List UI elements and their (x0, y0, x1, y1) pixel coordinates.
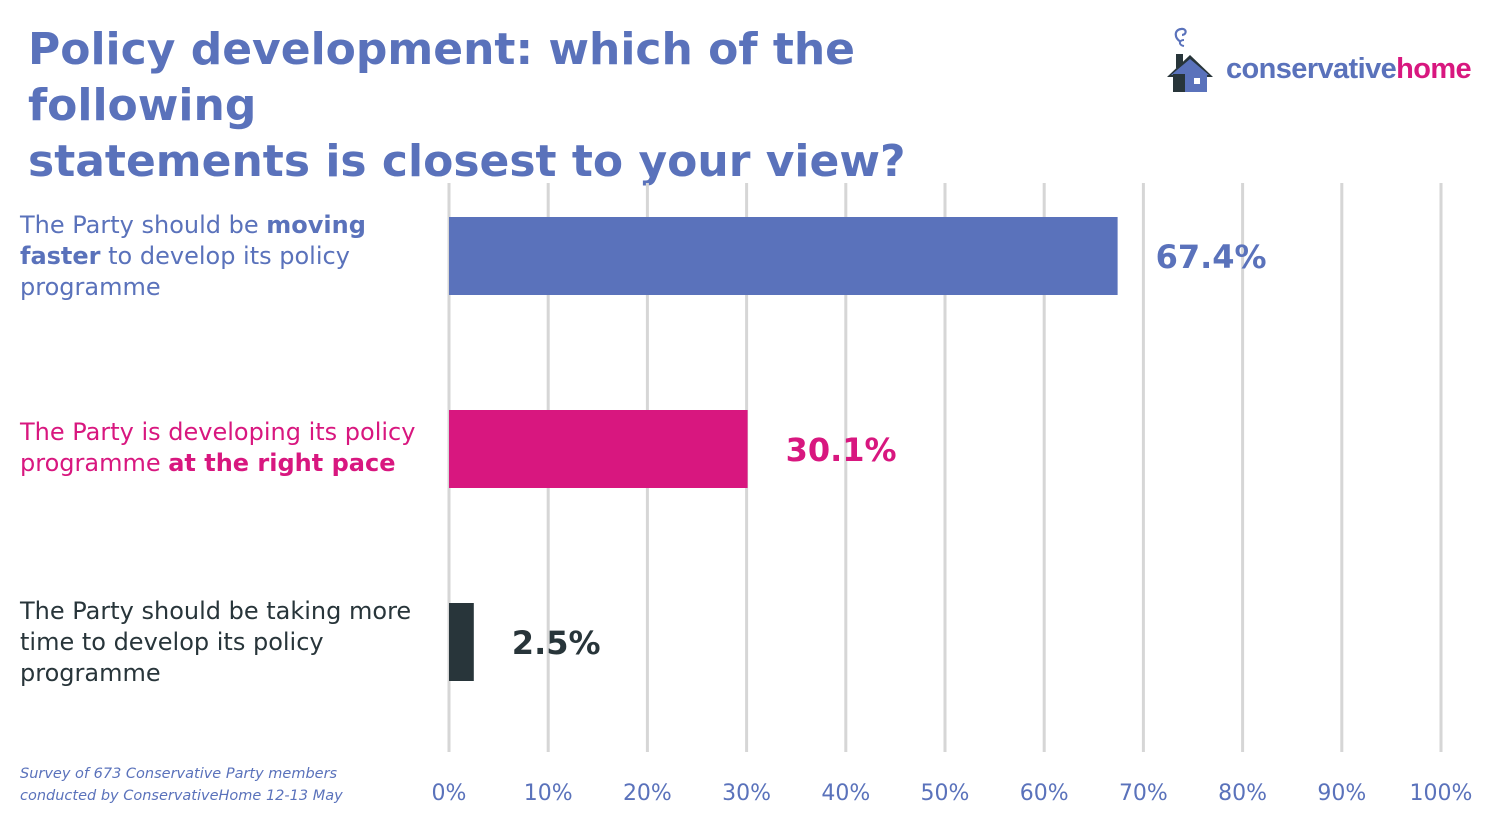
category-label-text: programme (20, 449, 169, 477)
house-icon (1167, 27, 1213, 92)
x-tick-label: 80% (1218, 781, 1267, 806)
bar-value-label: 67.4% (1156, 238, 1267, 276)
value-labels: 67.4% 30.1% 2.5% (512, 238, 1267, 662)
chart-title-line: Policy development: which of the followi… (28, 24, 856, 131)
x-tick-label: 30% (722, 781, 771, 806)
bars (449, 217, 1118, 681)
x-tick-label: 10% (524, 781, 573, 806)
bar (449, 603, 474, 681)
category-label: The Party should be taking more time to d… (20, 596, 440, 689)
source-note: Survey of 673 Conservative Party members… (20, 763, 343, 807)
category-label-line: The Party should be taking more (20, 596, 440, 627)
source-line: conducted by ConservativeHome 12-13 May (20, 788, 343, 804)
category-label: The Party is developing its policy progra… (20, 417, 440, 479)
category-label-line: programme (20, 658, 440, 689)
category-label-text: The Party should be taking more (20, 597, 412, 625)
category-label-text: programme (20, 659, 161, 687)
category-label-text: programme (20, 273, 161, 301)
category-label-line: faster to develop its policy (20, 241, 440, 272)
bar-value-label: 2.5% (512, 624, 601, 662)
x-tick-label: 20% (623, 781, 672, 806)
category-label-emphasis: at the right pace (168, 449, 396, 477)
chart-title-line: statements is closest to your view? (28, 136, 906, 187)
x-tick-label: 60% (1020, 781, 1069, 806)
bar (449, 410, 748, 488)
category-label-emphasis: faster (20, 242, 101, 270)
chart-title: Policy development: which of the followi… (28, 22, 1088, 190)
x-tick-label: 100% (1410, 781, 1473, 806)
x-tick-label: 90% (1317, 781, 1366, 806)
category-label-line: The Party should be moving (20, 210, 440, 241)
x-tick-label: 40% (821, 781, 870, 806)
category-label-text: The Party should be (20, 211, 267, 239)
category-label-line: time to develop its policy (20, 627, 440, 658)
bar (449, 217, 1118, 295)
source-line: Survey of 673 Conservative Party members (20, 766, 338, 782)
x-tick-label: 0% (432, 781, 467, 806)
x-tick-label: 70% (1119, 781, 1168, 806)
category-label-line: programme (20, 272, 440, 303)
category-label-line: The Party is developing its policy (20, 417, 440, 448)
category-label: The Party should be moving faster to deve… (20, 210, 440, 303)
category-label-emphasis: moving (266, 211, 366, 239)
bar-value-label: 30.1% (786, 431, 897, 469)
x-axis-ticks: 0% 10% 20% 30% 40% 50% 60% 70% 80% 90% 100% (432, 781, 1473, 806)
logo-text: conservativehome (1226, 53, 1472, 86)
logo-text-home: home (1396, 53, 1472, 85)
conservativehome-logo: conservativehome (1166, 26, 1476, 96)
category-label-text: to develop its policy (100, 242, 350, 270)
category-label-text: time to develop its policy (20, 628, 324, 656)
logo-text-conservative: conservative (1226, 53, 1397, 85)
category-label-text: The Party is developing its policy (20, 418, 416, 446)
category-label-line: programme at the right pace (20, 448, 440, 479)
x-tick-label: 50% (921, 781, 970, 806)
